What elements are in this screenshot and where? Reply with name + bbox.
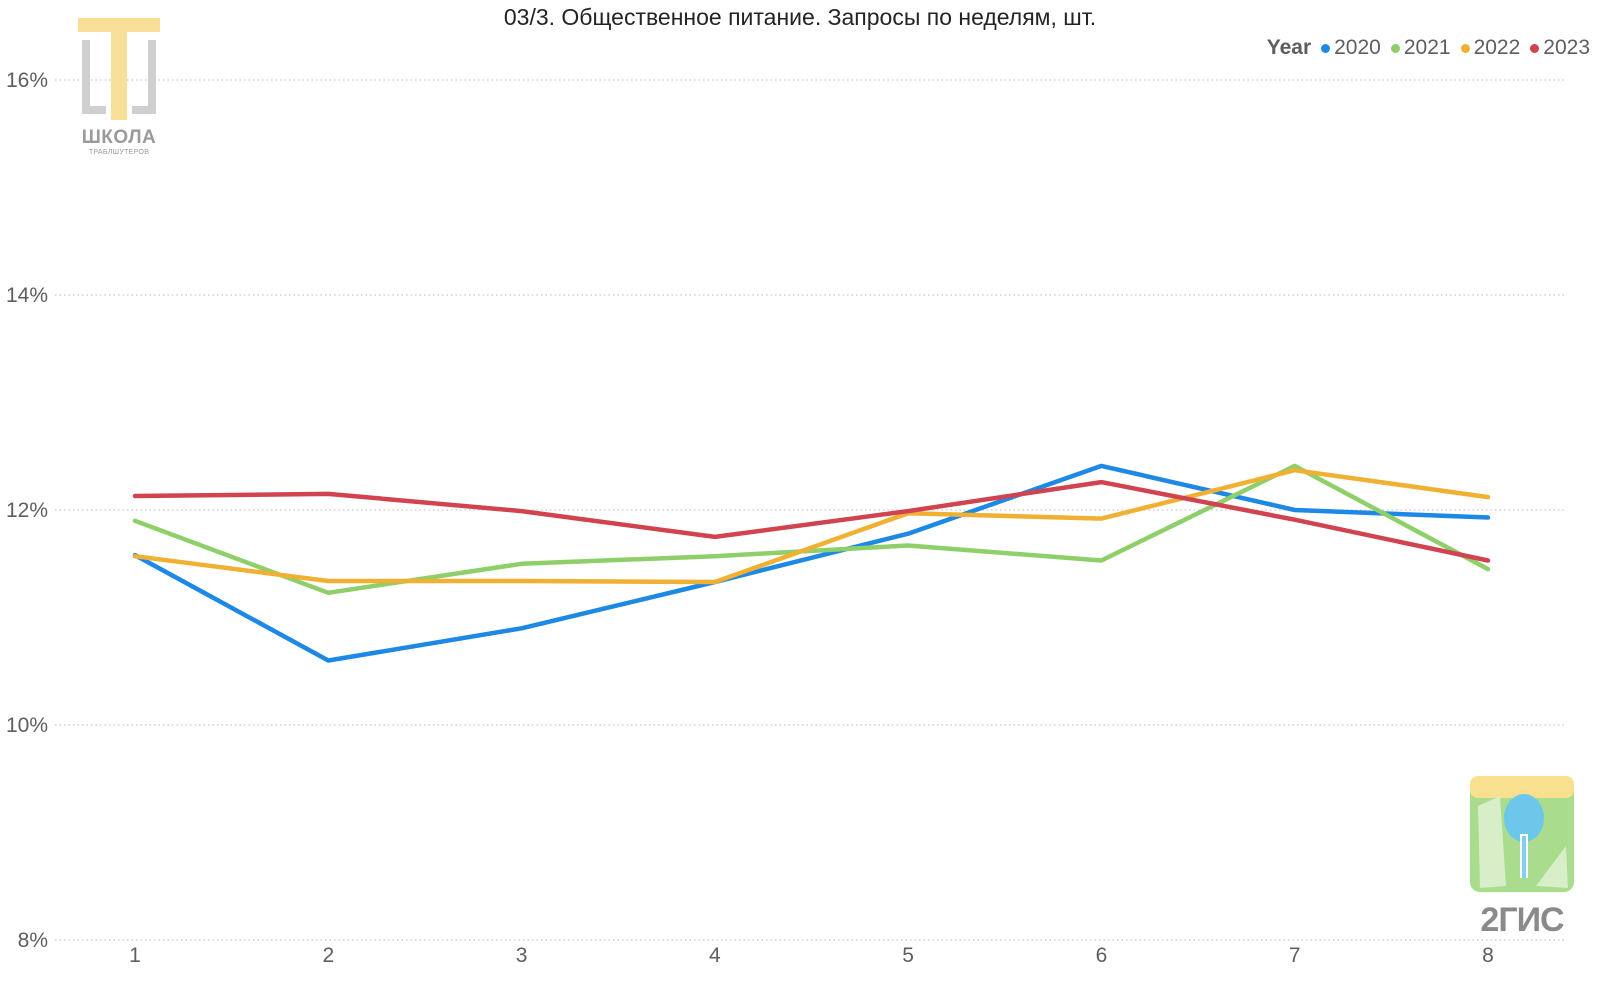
- y-tick-label: 8%: [18, 929, 48, 952]
- x-tick-label: 4: [709, 944, 721, 967]
- series-line-2020: [132, 463, 1491, 663]
- y-tick-label: 12%: [6, 499, 48, 522]
- x-tick-label: 8: [1482, 944, 1494, 967]
- school-logo-text: ШКОЛА: [81, 127, 157, 148]
- x-tick-label: 2: [322, 944, 334, 967]
- y-tick-label: 16%: [6, 69, 48, 92]
- legend-marker: [1460, 43, 1470, 53]
- legend-label: 2021: [1403, 36, 1451, 59]
- x-tick-label: 3: [516, 944, 528, 967]
- school-logo: ШКОЛА ТРАБЛШУТЕРОВ: [78, 18, 160, 156]
- 2gis-logo: 2ГИС: [1470, 776, 1574, 940]
- legend-item-2020[interactable]: 2020: [1321, 36, 1381, 60]
- legend-item-2022[interactable]: 2022: [1460, 36, 1521, 60]
- school-logo-subtitle: ТРАБЛШУТЕРОВ: [88, 149, 150, 156]
- chart-title: 03/3. Общественное питание. Запросы по н…: [503, 4, 1097, 30]
- legend-item-2021[interactable]: 2021: [1390, 36, 1451, 60]
- x-tick-label: 5: [902, 944, 914, 967]
- school-logo-mark: [78, 18, 160, 120]
- y-tick-label: 14%: [6, 284, 48, 307]
- x-tick-label: 7: [1289, 944, 1301, 967]
- series-line-2023: [132, 479, 1491, 563]
- legend: Year 2020 2021 2022 2023: [1267, 36, 1590, 60]
- x-tick-label: 1: [129, 944, 141, 967]
- x-tick-label: 6: [1096, 944, 1108, 967]
- legend-label: 2023: [1543, 36, 1590, 59]
- series-line-2022: [132, 467, 1491, 585]
- 2gis-logo-text: 2ГИС: [1480, 901, 1564, 939]
- legend-title: Year: [1266, 36, 1312, 59]
- legend-marker: [1390, 43, 1400, 53]
- legend-label: 2022: [1473, 36, 1521, 59]
- 2gis-logo-mark: [1470, 776, 1574, 892]
- legend-label: 2020: [1334, 36, 1381, 59]
- y-tick-label: 10%: [6, 714, 48, 737]
- legend-marker: [1530, 43, 1540, 53]
- legend-marker: [1321, 43, 1331, 53]
- series-line-2021: [132, 463, 1491, 596]
- legend-item-2023[interactable]: 2023: [1530, 36, 1590, 60]
